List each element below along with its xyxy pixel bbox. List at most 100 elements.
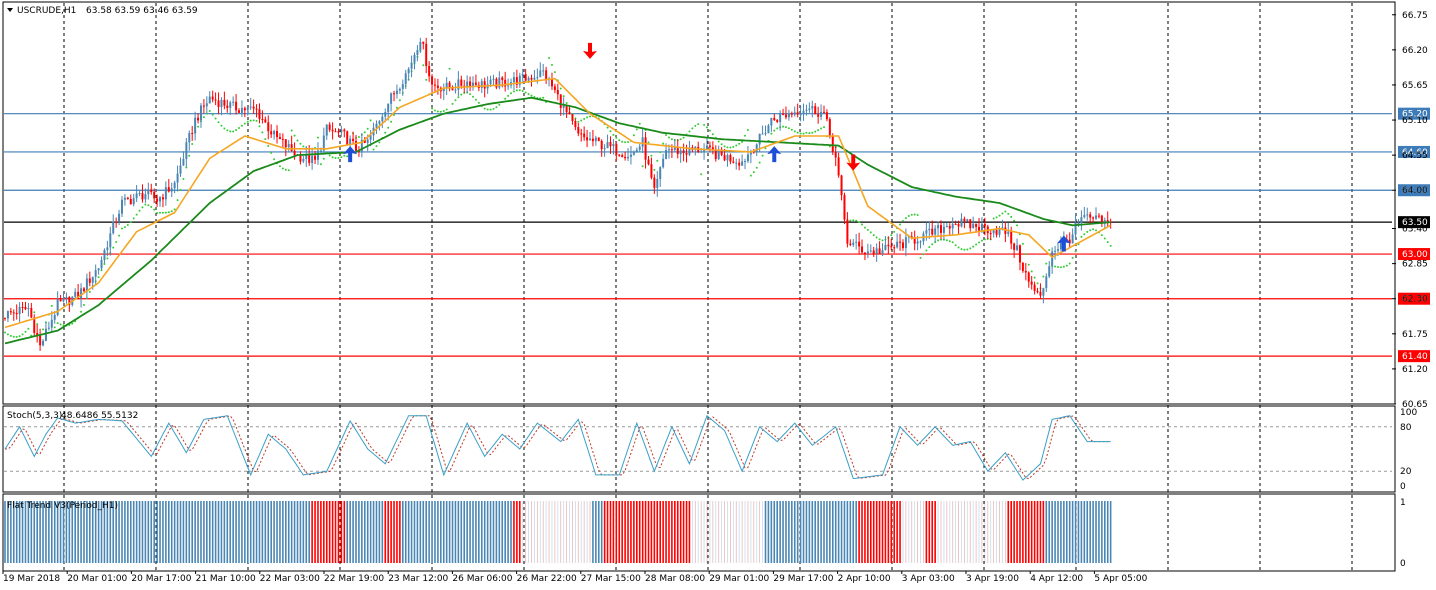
psar-dot [1045,262,1048,265]
candle-body [533,77,536,80]
psar-dot [662,142,665,145]
arrow-down-icon [583,42,597,59]
psar-dot [59,323,62,326]
candle-body [919,241,922,243]
candle-body [530,77,533,80]
candle-body [577,127,580,134]
psar-dot [665,133,668,136]
psar-dot [372,148,375,151]
candle-body [1100,215,1103,224]
candle-body [1071,234,1074,244]
candle-body [881,250,884,255]
psar-dot [852,219,855,222]
candle-body [779,114,782,122]
signal-arrows [343,42,1071,252]
psar-dot [679,138,682,141]
ma-fast-line [4,77,1111,329]
level-tag [1398,145,1430,158]
psar-dot [156,212,159,215]
level-tag [1398,216,1430,229]
psar-dot [793,130,796,133]
psar-dot [439,110,442,113]
psar-dot [442,109,445,112]
candle-body [948,226,951,229]
level-tag-label: 63.00 [1402,250,1428,260]
candle-body [711,147,714,151]
time-label: 19 Mar 2018 [3,574,60,584]
psar-dot [1092,228,1095,231]
psar-dot [723,145,726,148]
candle-body [340,129,343,133]
candle-body [188,133,191,143]
psar-dot [15,335,18,338]
candle-body [6,311,9,319]
psar-dot [542,96,545,99]
candle-body [363,139,366,143]
candle-body [173,182,176,189]
candle-body [9,311,12,313]
psar-dot [717,140,720,143]
psar-dot [243,122,246,125]
psar-dot [138,209,141,212]
price-label: 61.75 [1402,330,1428,340]
candle-body [489,79,492,85]
candle-body [764,133,767,135]
candle-body [416,50,419,55]
psar-dot [1074,250,1077,253]
candle-body [644,137,647,160]
candle-body [840,175,843,196]
candle-body [278,137,281,139]
psar-dot [235,129,238,132]
candle-body [928,228,931,231]
candle-body [334,131,337,133]
psar-dot [855,219,858,222]
psar-dot [1016,224,1019,227]
level-tag [1398,107,1430,120]
psar-dot [132,217,135,220]
psar-dot [159,211,162,214]
psar-dot [112,246,115,249]
candle-body [413,54,416,63]
psar-dot [632,134,635,137]
psar-dot [738,142,741,145]
candle-body [954,224,957,226]
psar-dot [164,211,167,214]
flat-trend-panel[interactable] [2,493,1396,572]
psar-dot [688,130,691,133]
psar-dot [945,239,948,242]
psar-dot [375,145,378,148]
flat-trend-label: Flat Trend V3(Period_H1) [7,501,118,511]
candle-body [56,299,59,316]
psar-dot [261,131,264,134]
psar-dot [436,110,439,113]
candle-body [53,315,56,320]
candle-body [735,162,738,164]
candle-body [480,81,483,88]
candlesticks [4,37,1112,351]
candle-body [74,291,77,297]
candle-body [755,144,758,153]
time-label: 5 Apr 05:00 [1094,574,1147,584]
psar-dot [744,134,747,137]
psar-dot [486,108,489,111]
candle-body [1048,266,1051,277]
candle-body [302,158,305,162]
candle-body [662,158,665,168]
psar-dot [82,303,85,306]
psar-dot [790,128,793,131]
main-price-panel[interactable] [2,1,1396,405]
psar-dot [741,140,744,143]
psar-dot [223,127,226,130]
psar-dot [980,239,983,242]
candle-body [615,144,618,155]
psar-dot [1065,264,1068,267]
psar-dot [56,322,59,325]
psar-dot [925,249,928,252]
psar-dot [1059,266,1062,269]
candle-body [273,131,276,135]
candle-body [945,226,948,228]
menu-triangle-down-icon[interactable] [7,8,13,12]
level-tag-label: 62.30 [1402,295,1428,305]
candle-body [395,90,398,94]
candle-body [550,78,553,87]
